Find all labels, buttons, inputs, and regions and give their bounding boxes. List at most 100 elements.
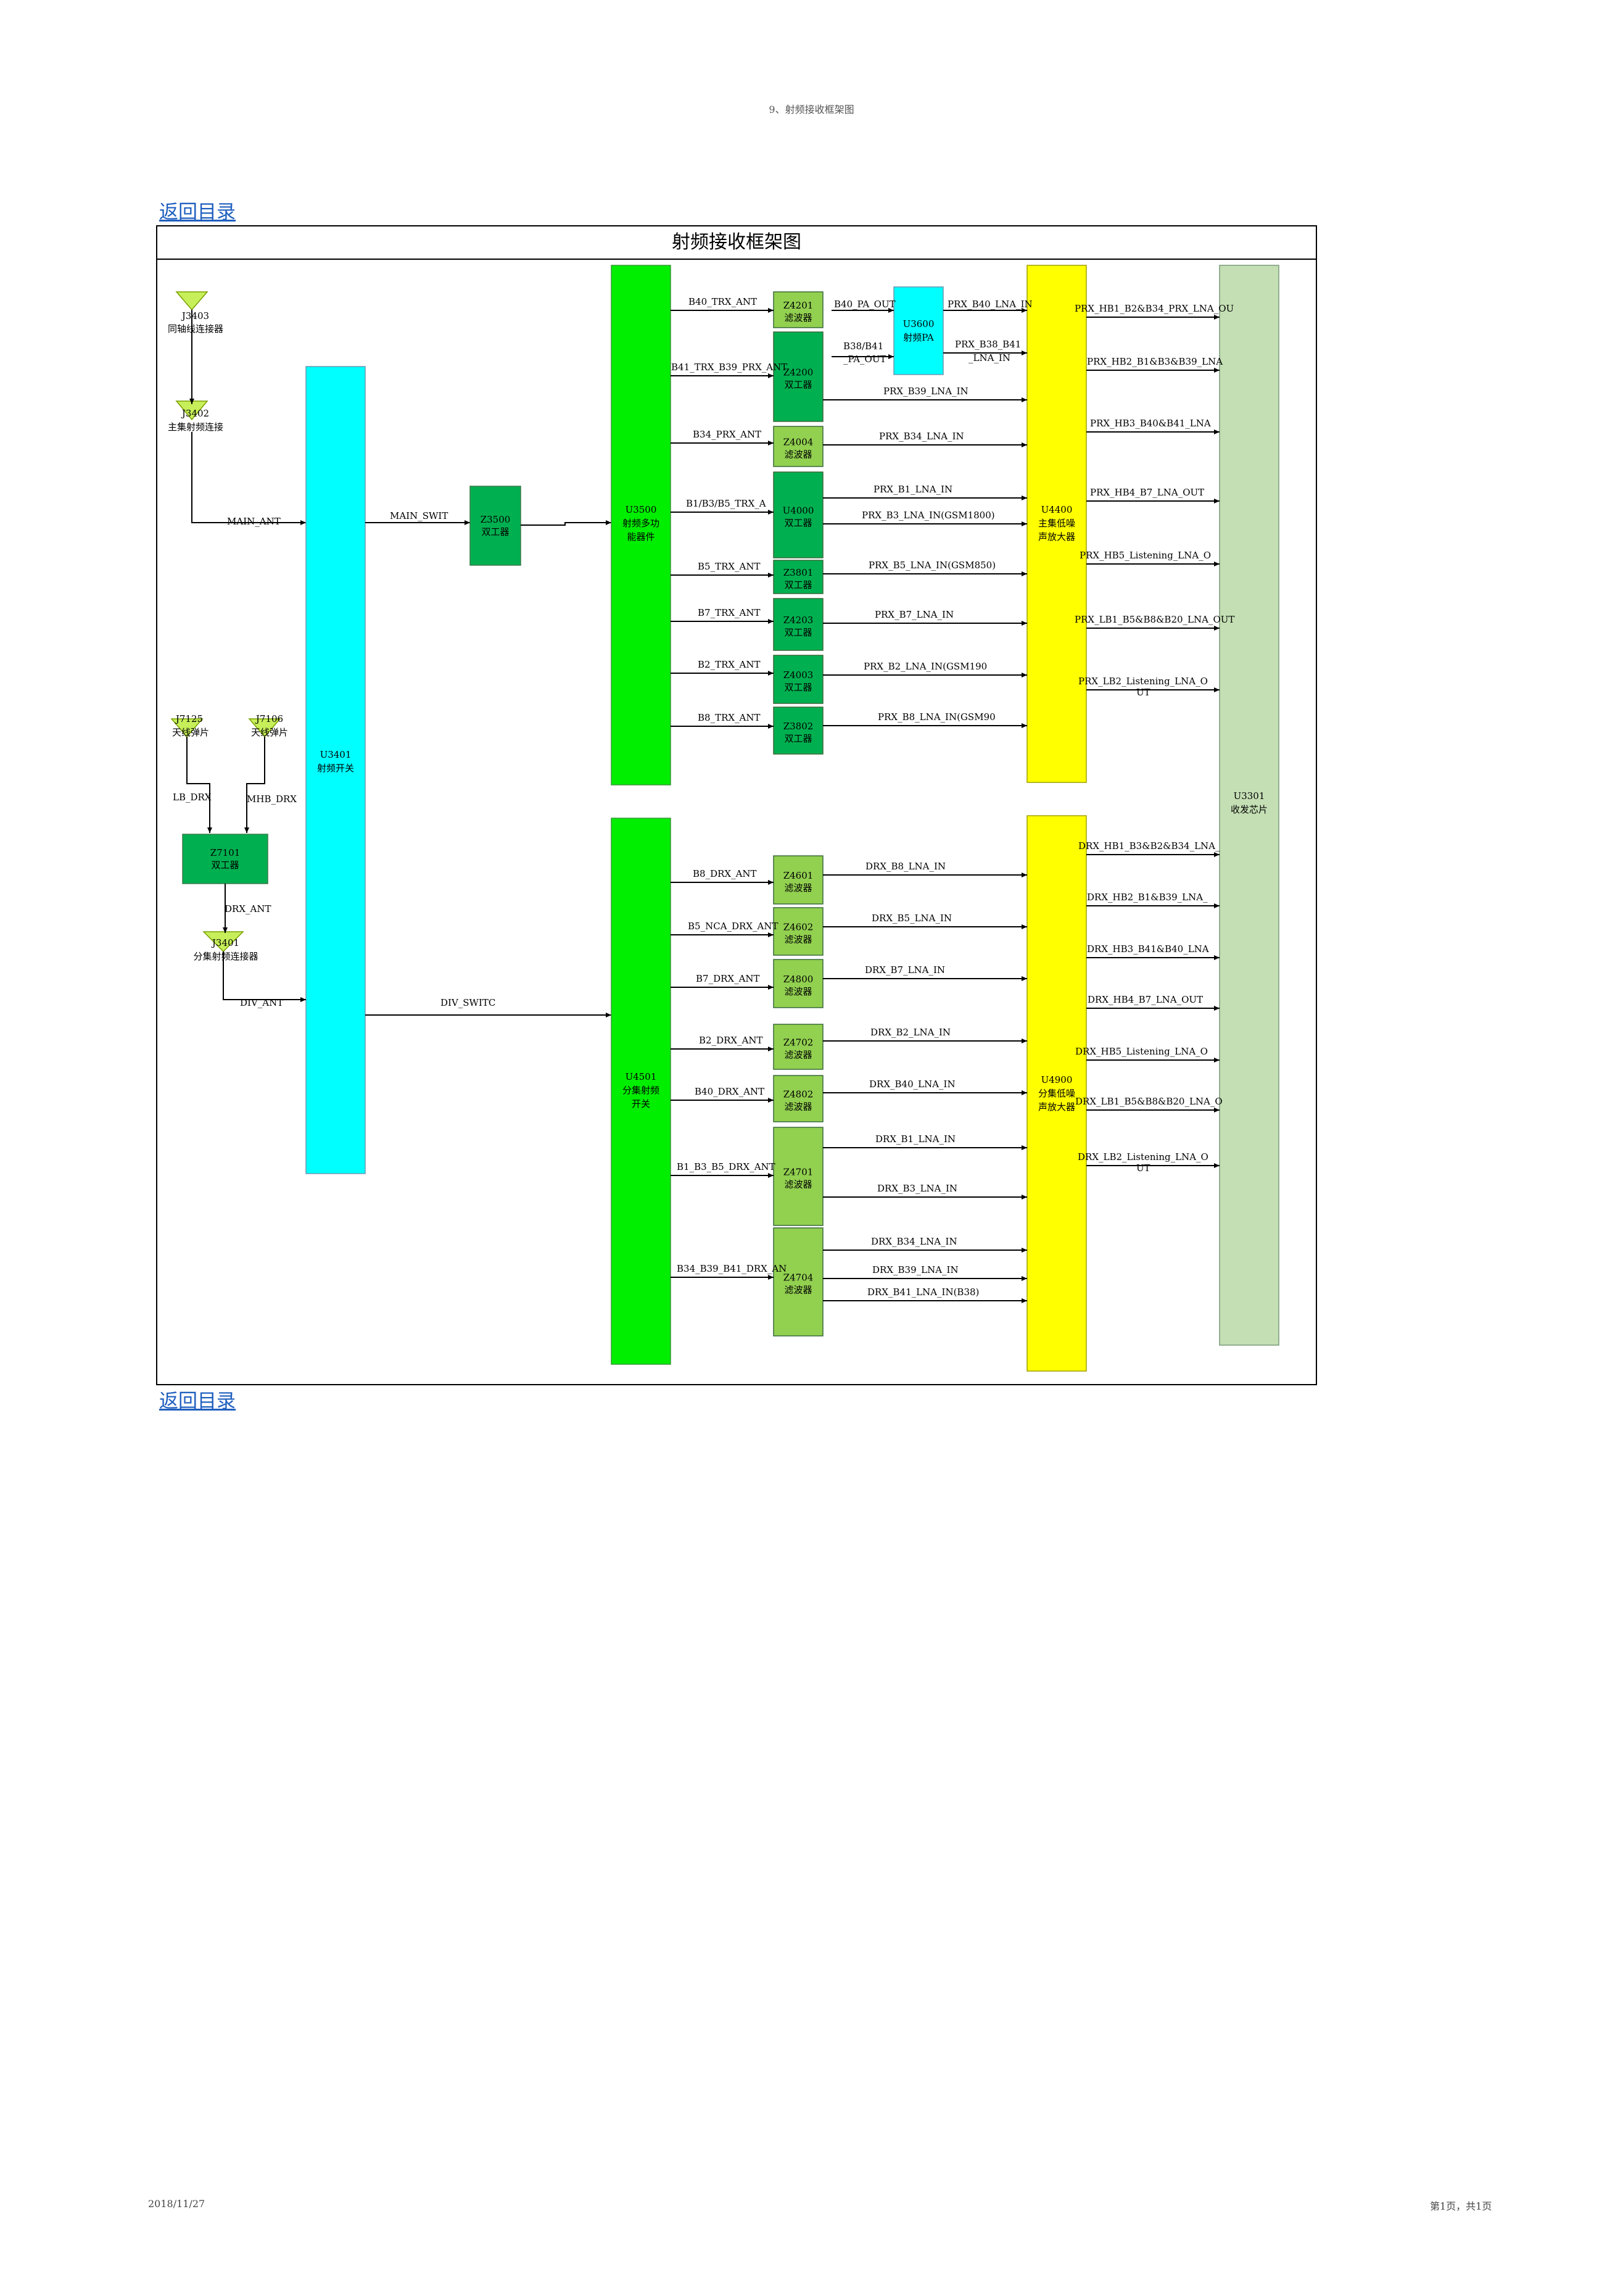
svg-text:J3401: J3401 — [211, 937, 239, 948]
signal-label: 滤波器 — [784, 1101, 812, 1113]
signal-label: B1/B3/B5_TRX_A — [686, 498, 766, 509]
back-to-contents-link-top[interactable]: 返回目录 — [159, 201, 236, 223]
svg-text:U4501: U4501 — [626, 1071, 657, 1082]
connector-j3401: J3401 分集射频连接器 — [193, 931, 258, 962]
svg-text:声放大器: 声放大器 — [1038, 1101, 1075, 1113]
svg-text:J3402: J3402 — [181, 408, 209, 419]
signal-label: PRX_HB2_B1&B3&B39_LNA — [1087, 356, 1223, 367]
page-header: 9、射频接收框架图 — [769, 104, 854, 115]
svg-text:U3301: U3301 — [1234, 790, 1265, 802]
block-u4501: U4501 分集射频 开关 — [611, 818, 671, 1365]
signal-label: DRX_HB5_Listening_LNA_O — [1075, 1046, 1208, 1057]
signal-label: DRX_LB2_Listening_LNA_O — [1078, 1151, 1208, 1163]
svg-text:U3401: U3401 — [320, 749, 352, 760]
svg-text:开关: 开关 — [632, 1098, 650, 1109]
svg-text:分集低噪: 分集低噪 — [1038, 1088, 1075, 1099]
svg-text:MHB_DRX: MHB_DRX — [247, 794, 297, 805]
block-u3500: U3500 射频多功 能器件 — [611, 265, 671, 785]
signal-label: PRX_LB2_Listening_LNA_O — [1078, 676, 1208, 687]
signal-label: 滤波器 — [784, 312, 812, 323]
signal-label: PRX_B7_LNA_IN — [875, 609, 954, 620]
connector-j7125: J7125 天线弹片 — [170, 713, 209, 738]
signal-label: DRX_B7_LNA_IN — [865, 964, 945, 976]
svg-text:_LNA_IN: _LNA_IN — [968, 352, 1010, 363]
svg-text:射频PA: 射频PA — [903, 332, 934, 343]
signal-label: 滤波器 — [784, 1285, 812, 1296]
signal-label: Z4701 — [783, 1167, 814, 1178]
signal-label: B7_DRX_ANT — [696, 973, 760, 984]
svg-text:能器件: 能器件 — [627, 531, 655, 542]
svg-text:MAIN_ANT: MAIN_ANT — [227, 516, 281, 527]
block-u3401: U3401 射频开关 — [305, 366, 366, 1174]
signal-label: 滤波器 — [784, 449, 812, 460]
svg-text:J3403: J3403 — [181, 310, 209, 321]
signal-label: B40_DRX_ANT — [695, 1086, 764, 1097]
signal-label: 滤波器 — [784, 1179, 812, 1190]
svg-text:MAIN_SWIT: MAIN_SWIT — [390, 510, 448, 521]
back-to-contents-link-bottom[interactable]: 返回目录 — [159, 1390, 236, 1412]
signal-label: U4000 — [783, 505, 814, 516]
svg-text:DRX_ANT: DRX_ANT — [225, 903, 271, 914]
block-z3500: Z3500 双工器 — [469, 486, 521, 566]
signal-label: DRX_B39_LNA_IN — [872, 1264, 959, 1275]
svg-text:分集射频: 分集射频 — [622, 1085, 659, 1096]
signal-label: DRX_B2_LNA_IN — [870, 1027, 951, 1038]
svg-text:声放大器: 声放大器 — [1038, 531, 1075, 542]
svg-text:J7106: J7106 — [255, 713, 283, 724]
svg-text:主集射频连接: 主集射频连接 — [168, 421, 223, 433]
signal-label: DRX_HB2_B1&B39_LNA_ — [1087, 892, 1208, 903]
signal-label: DRX_LB1_B5&B8&B20_LNA_O — [1075, 1096, 1223, 1107]
signal-label: 滤波器 — [784, 934, 812, 945]
svg-text:B38/B41: B38/B41 — [843, 341, 883, 352]
signal-label: 滤波器 — [784, 882, 812, 893]
signal-label: B40_TRX_ANT — [688, 296, 757, 307]
svg-text:PRX_B38_B41: PRX_B38_B41 — [955, 339, 1021, 350]
signal-label: Z4201 — [783, 300, 814, 311]
diversity-filter-group: Z4601滤波器B8_DRX_ANTZ4602滤波器B5_NCA_DRX_ANT… — [671, 855, 824, 1337]
signal-label: DRX_B41_LNA_IN(B38) — [867, 1287, 979, 1298]
signal-label: B8_TRX_ANT — [698, 712, 761, 723]
svg-text:同轴线连接器: 同轴线连接器 — [168, 323, 223, 334]
signal-label: UT — [1136, 1163, 1150, 1174]
filter-z4702: Z4702 滤波器 — [773, 1024, 824, 1070]
block-z7101: Z7101 双工器 — [182, 834, 268, 884]
signal-label: PRX_LB1_B5&B8&B20_LNA_OUT — [1075, 614, 1234, 625]
signal-label: PRX_B2_LNA_IN(GSM190 — [864, 661, 987, 672]
signal-label: PRX_HB3_B40&B41_LNA — [1090, 418, 1211, 429]
signal-label: PRX_B1_LNA_IN — [873, 484, 952, 495]
signal-label: UT — [1136, 687, 1150, 698]
signal-label: 双工器 — [784, 518, 812, 529]
svg-text:双工器: 双工器 — [481, 526, 509, 537]
signal-label: B5_TRX_ANT — [698, 561, 761, 572]
block-u3301: U3301 收发芯片 — [1219, 265, 1279, 1346]
svg-text:射频开关: 射频开关 — [317, 763, 354, 774]
main-filter-group: Z4201滤波器B40_TRX_ANTZ4200双工器B41_TRX_B39_P… — [671, 291, 824, 755]
signal-label: B8_DRX_ANT — [693, 868, 757, 879]
svg-text:PRX_B40_LNA_IN: PRX_B40_LNA_IN — [948, 299, 1033, 310]
svg-text:天线弹片: 天线弹片 — [172, 727, 209, 738]
svg-text:U3600: U3600 — [903, 318, 935, 329]
signal-label: 双工器 — [784, 733, 812, 744]
signal-label: DRX_B8_LNA_IN — [865, 861, 946, 872]
svg-text:U4400: U4400 — [1041, 504, 1073, 515]
signal-label: Z4702 — [783, 1037, 814, 1048]
connector-j3403: J3403 同轴线连接器 — [168, 291, 223, 334]
svg-text:J7125: J7125 — [175, 713, 203, 724]
svg-text:收发芯片: 收发芯片 — [1231, 804, 1268, 815]
block-u3600: U3600 射频PA — [893, 286, 944, 375]
signal-label: DRX_B5_LNA_IN — [872, 913, 952, 924]
signal-label: PRX_B8_LNA_IN(GSM90 — [878, 711, 996, 723]
svg-text:_PA_OUT: _PA_OUT — [843, 354, 886, 365]
signal-label: 双工器 — [784, 627, 812, 638]
signal-label: DRX_B3_LNA_IN — [877, 1183, 957, 1194]
signal-label: PRX_HB4_B7_LNA_OUT — [1090, 487, 1204, 498]
signal-label: B34_B39_B41_DRX_AN — [677, 1263, 787, 1274]
signal-label: Z4004 — [783, 437, 814, 448]
block-u4900: U4900 分集低噪 声放大器 — [1026, 815, 1087, 1372]
